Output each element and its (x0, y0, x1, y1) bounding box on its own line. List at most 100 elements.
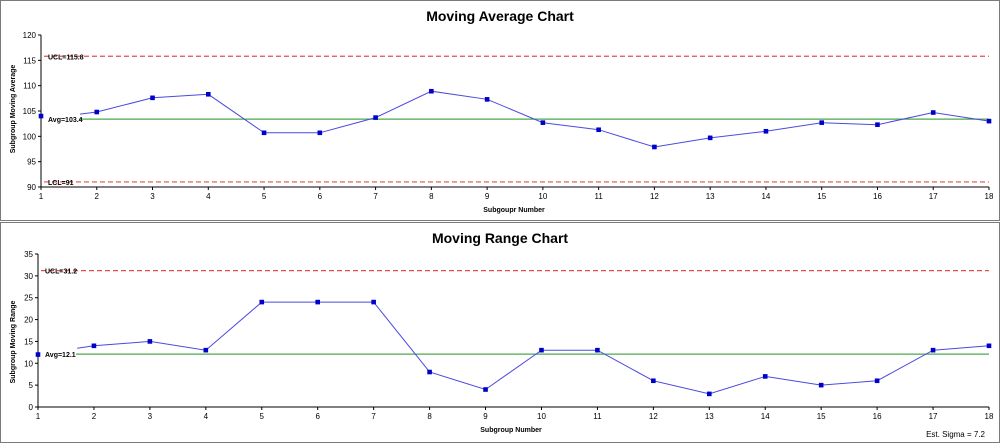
x-tick-label: 11 (594, 192, 603, 201)
x-tick-label: 17 (929, 412, 938, 421)
y-tick-label: 25 (24, 294, 33, 303)
moving-range-chart: Moving Range Chart Subgroup Number Subgr… (10, 230, 994, 434)
data-point (150, 95, 155, 101)
data-point (875, 122, 880, 127)
series-line (79, 90, 990, 148)
x-tick-label: 13 (706, 192, 715, 201)
data-point (91, 343, 97, 349)
x-tick-label: 2 (92, 412, 97, 421)
x-tick-label: 4 (204, 412, 209, 421)
data-point (818, 382, 824, 388)
x-tick-label: 1 (39, 192, 44, 201)
average-label: Avg=12.1 (45, 352, 76, 359)
x-tick-label: 5 (260, 412, 265, 421)
x-tick-label: 16 (873, 192, 882, 201)
data-point (707, 135, 713, 141)
y-tick-label: 0 (29, 403, 34, 412)
data-point (762, 374, 768, 379)
x-tick-label: 9 (485, 192, 490, 201)
data-point (483, 387, 488, 392)
data-point (930, 110, 936, 115)
x-axis-title: Subgoupr Number (483, 207, 545, 214)
x-tick-label: 12 (650, 192, 659, 201)
y-tick-label: 115 (23, 56, 36, 65)
data-point (427, 369, 432, 375)
x-tick-label: 10 (537, 412, 546, 421)
x-tick-label: 16 (873, 412, 882, 421)
data-point (874, 378, 880, 384)
x-tick-label: 1 (36, 412, 41, 421)
moving-average-chart: Moving Average Chart Subgoupr Number Sub… (10, 8, 994, 214)
x-tick-label: 17 (929, 192, 938, 201)
moving-range-chart-panel: Moving Range Chart Subgroup Number Subgr… (0, 222, 1000, 443)
x-tick-label: 3 (150, 192, 155, 201)
data-point (147, 339, 153, 344)
x-tick-label: 9 (483, 412, 488, 421)
y-tick-label: 10 (24, 359, 33, 368)
data-point (315, 299, 321, 305)
data-point (35, 352, 41, 357)
data-point (540, 120, 546, 125)
data-point (261, 130, 267, 136)
ucl-label: UCL=31.2 (45, 269, 77, 276)
x-tick-label: 8 (427, 412, 432, 421)
x-tick-label: 14 (761, 412, 770, 421)
x-tick-label: 15 (817, 412, 826, 421)
data-point (203, 347, 209, 353)
x-tick-label: 2 (95, 192, 100, 201)
data-point (706, 391, 712, 397)
ucl-label: UCL=115.8 (48, 54, 84, 61)
average-label: Avg=103.4 (48, 117, 83, 124)
data-point (539, 347, 544, 353)
x-tick-label: 3 (148, 412, 153, 421)
data-point (429, 88, 434, 94)
y-tick-label: 95 (27, 158, 36, 167)
data-point (373, 115, 378, 120)
data-point (651, 378, 656, 384)
x-tick-label: 7 (371, 412, 376, 421)
y-tick-label: 105 (23, 107, 37, 116)
y-tick-label: 20 (24, 316, 33, 325)
y-axis-title: Subgroup Moving Range (10, 300, 17, 383)
x-tick-label: 18 (985, 412, 994, 421)
data-point (484, 97, 490, 102)
x-tick-label: 13 (705, 412, 714, 421)
data-point (763, 128, 769, 134)
x-tick-label: 14 (761, 192, 770, 201)
x-tick-label: 4 (206, 192, 211, 201)
x-tick-label: 10 (538, 192, 547, 201)
y-tick-label: 35 (24, 250, 33, 259)
lcl-label: LCL=91 (48, 180, 74, 187)
data-point (930, 347, 936, 353)
x-tick-label: 6 (318, 192, 323, 201)
chart-title: Moving Range Chart (432, 230, 568, 246)
y-tick-label: 110 (23, 82, 36, 91)
x-tick-label: 7 (373, 192, 378, 201)
data-point (205, 91, 211, 97)
x-axis-title: Subgroup Number (480, 427, 542, 434)
series-line (77, 301, 990, 395)
moving-average-chart-panel: Moving Average Chart Subgoupr Number Sub… (0, 0, 1000, 221)
data-point (94, 109, 100, 115)
data-point (819, 120, 825, 125)
x-tick-label: 15 (817, 192, 826, 201)
data-point (595, 347, 600, 353)
y-tick-label: 100 (23, 132, 37, 141)
data-point (371, 299, 376, 305)
data-point (986, 118, 992, 124)
x-tick-label: 6 (315, 412, 320, 421)
x-tick-label: 8 (429, 192, 434, 201)
y-tick-label: 15 (24, 337, 33, 346)
y-tick-label: 90 (27, 183, 36, 192)
x-tick-label: 18 (985, 192, 994, 201)
data-point (986, 343, 992, 349)
data-point (652, 144, 657, 150)
y-tick-label: 120 (23, 31, 37, 40)
data-point (38, 113, 44, 119)
est-sigma-label: Est. Sigma = 7.2 (926, 430, 985, 439)
x-tick-label: 5 (262, 192, 267, 201)
x-tick-label: 12 (649, 412, 658, 421)
data-point (317, 130, 323, 136)
